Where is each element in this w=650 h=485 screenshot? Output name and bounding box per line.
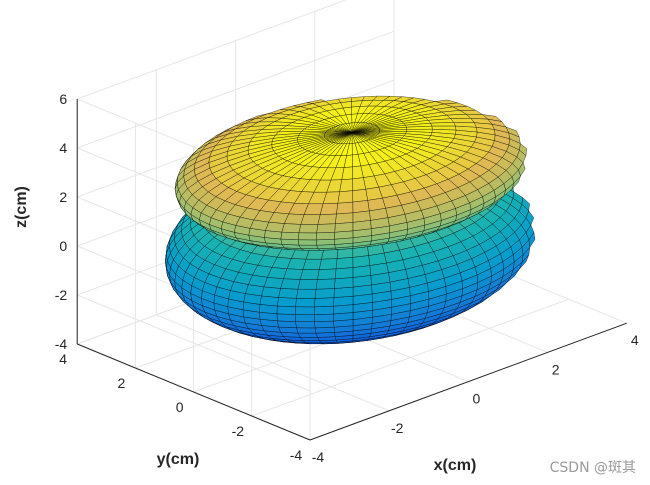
grid-line: [251, 298, 569, 417]
surface-patch: [277, 297, 297, 307]
surface-patch: [336, 201, 354, 215]
surface-patch: [276, 305, 296, 315]
surface-patch: [296, 327, 317, 334]
surface-patch: [316, 239, 335, 246]
y-tick-label: 2: [118, 375, 126, 391]
surface-patch: [281, 223, 302, 233]
x-axis-line: [309, 322, 627, 441]
y-axis-label: y(cm): [157, 451, 200, 468]
z-tick-label: 2: [59, 189, 67, 205]
x-tick-label: -4: [312, 449, 325, 465]
surface-patch: [280, 231, 300, 240]
surface-patch: [297, 279, 318, 290]
z-axis-label: z(cm): [13, 186, 30, 228]
surface-patch: [298, 239, 317, 246]
y-tick-label: 0: [176, 399, 184, 415]
surface-patch: [316, 232, 335, 241]
surface-patch: [334, 277, 354, 289]
surface-patch: [300, 214, 321, 225]
surface-patch: [277, 320, 297, 328]
surface-patch: [317, 213, 337, 225]
surface-patch: [296, 289, 317, 299]
y-axis-line: [77, 343, 311, 441]
surface-patch: [314, 327, 335, 334]
z-tick-label: -4: [55, 336, 68, 352]
surface-patch: [295, 298, 316, 308]
surface-patch: [302, 340, 322, 343]
surface-patch: [335, 257, 354, 270]
surface-patch: [317, 268, 337, 280]
surface-patch: [265, 222, 285, 233]
grid-line: [77, 30, 395, 149]
y-tick-label: -2: [232, 423, 245, 439]
surface-patch: [298, 232, 317, 241]
surface-patch: [334, 222, 354, 233]
surface-patch: [316, 223, 336, 234]
x-tick-label: 2: [552, 361, 560, 377]
surface-patch: [334, 267, 354, 280]
surface-patch: [295, 314, 315, 322]
surface-patch: [302, 259, 322, 270]
surface-patch: [314, 297, 335, 308]
grid-line: [77, 294, 311, 392]
surface-patch: [314, 305, 334, 315]
surface-patch: [259, 295, 279, 307]
surface-patch: [333, 286, 354, 298]
z-tick-label: -2: [55, 287, 68, 303]
surface-patch: [314, 320, 335, 329]
surface-patch: [337, 190, 353, 204]
grid-line: [77, 0, 348, 100]
x-axis-label: x(cm): [434, 457, 477, 474]
surface-patch: [276, 313, 296, 322]
surface-patch: [283, 268, 304, 280]
surface-patch: [263, 277, 284, 289]
surface-patch: [352, 189, 368, 203]
surface-patch: [352, 177, 366, 191]
surface-patch: [295, 306, 315, 315]
surface-patch: [314, 288, 335, 299]
surface-patch: [450, 118, 475, 123]
surface-patch: [295, 321, 316, 329]
x-tick-label: -2: [391, 420, 404, 436]
y-tick-label: 4: [59, 351, 67, 367]
surface-patch: [314, 313, 334, 322]
x-tick-label: 4: [631, 332, 639, 348]
surface-patch: [299, 337, 320, 341]
z-tick-label: 6: [59, 91, 67, 107]
surface-patch: [278, 326, 299, 334]
z-tick-label: 4: [59, 140, 67, 156]
surface-patch: [280, 238, 300, 246]
surface-patch: [261, 286, 281, 298]
y-tick-label: -4: [290, 447, 303, 463]
surface-patch: [352, 200, 370, 213]
x-tick-label: 0: [473, 391, 481, 407]
surface-patch: [333, 296, 354, 307]
surface-patch: [315, 278, 336, 290]
surface-patch: [335, 212, 354, 224]
surface-patch: [318, 258, 338, 270]
surface-patch: [299, 269, 320, 280]
surface-patch: [278, 288, 299, 299]
watermark: CSDN @斑其: [549, 460, 636, 476]
surface-patch: [352, 275, 372, 288]
z-tick-label: 0: [59, 238, 67, 254]
surface-patch: [298, 224, 319, 234]
surface-patch: [298, 244, 319, 249]
surface-mesh: [165, 95, 536, 344]
surface-patch: [297, 332, 318, 338]
surface-patch: [280, 278, 301, 290]
